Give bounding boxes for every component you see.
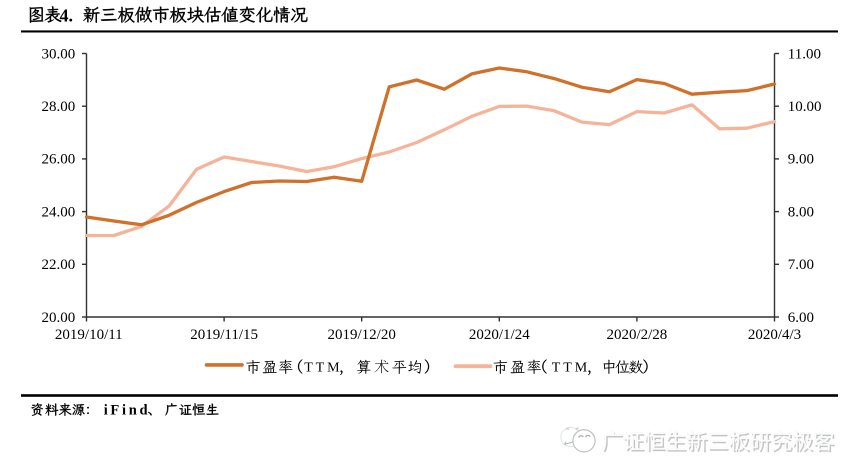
svg-text:9.00: 9.00 [788,152,814,168]
svg-text:8.00: 8.00 [788,204,814,220]
svg-text:7.00: 7.00 [788,257,814,273]
svg-text:2020/4/3: 2020/4/3 [748,327,801,343]
svg-text:11.00: 11.00 [788,46,821,62]
svg-text:2020/1/24: 2020/1/24 [469,327,530,343]
svg-text:2019/12/20: 2019/12/20 [328,327,396,343]
svg-text:iFind: iFind [104,402,151,418]
svg-text:28.00: 28.00 [42,99,76,115]
svg-text:TTM: TTM [304,361,342,376]
svg-text:2019/10/11: 2019/10/11 [55,327,123,343]
svg-text:20.00: 20.00 [42,310,76,326]
svg-text:TTM: TTM [552,361,590,376]
svg-text:2019/11/15: 2019/11/15 [190,327,258,343]
svg-text:2020/2/28: 2020/2/28 [606,327,667,343]
svg-text:4.: 4. [60,5,74,25]
svg-text:30.00: 30.00 [42,46,76,62]
svg-text:6.00: 6.00 [788,310,814,326]
svg-text:10.00: 10.00 [788,99,822,115]
svg-text:22.00: 22.00 [42,257,76,273]
svg-text:24.00: 24.00 [42,204,76,220]
svg-text:26.00: 26.00 [42,152,76,168]
